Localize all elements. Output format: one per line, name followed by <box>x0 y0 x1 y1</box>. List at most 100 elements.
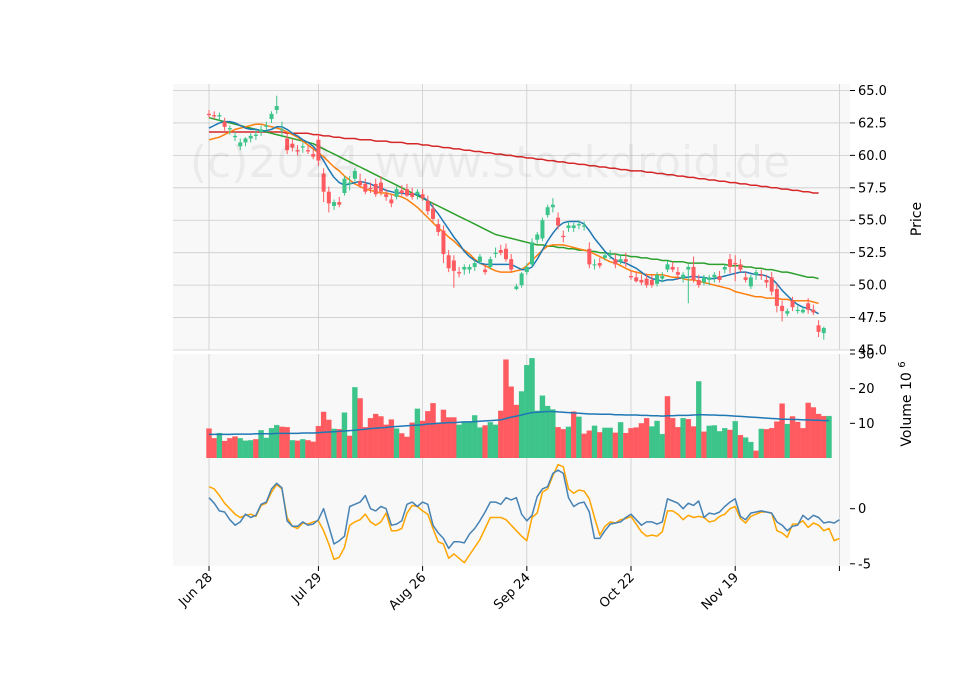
volume-bar <box>300 439 306 459</box>
volume-bar <box>732 421 738 459</box>
volume-bar <box>539 395 546 459</box>
x-tick-label: Sep 24 <box>491 570 534 613</box>
candle-body <box>217 115 222 117</box>
candle-body <box>556 217 561 226</box>
volume-bar <box>310 441 316 459</box>
volume-bar <box>279 426 285 459</box>
volume-bar <box>357 398 363 459</box>
volume-bar <box>211 438 217 459</box>
volume-bar <box>440 409 447 459</box>
candle-body <box>681 274 686 279</box>
candle-body <box>733 263 738 265</box>
candle-body <box>540 220 545 239</box>
candle-body <box>535 234 540 240</box>
x-tick-label: Jul 29 <box>288 570 325 607</box>
volume-bar <box>284 426 290 459</box>
volume-bar <box>498 410 504 459</box>
candle-body <box>420 194 425 199</box>
candle-body <box>816 325 821 332</box>
volume-bar <box>456 424 462 459</box>
volume-bar <box>477 427 483 459</box>
volume-bar <box>336 429 342 459</box>
candle-body <box>462 266 467 270</box>
candle-body <box>514 286 519 290</box>
candle-body <box>524 266 529 273</box>
volume-bar <box>763 429 770 459</box>
candle-body <box>358 181 363 186</box>
candle-body <box>498 250 503 253</box>
candle-body <box>623 259 628 262</box>
candle-body <box>597 263 602 266</box>
candle-body <box>769 277 774 292</box>
volume-bar <box>247 440 254 459</box>
candle-body <box>316 139 321 161</box>
volume-bar <box>711 425 718 459</box>
ma-short-line <box>208 120 819 315</box>
candle-body <box>404 189 409 196</box>
volume-bar <box>550 409 556 459</box>
volume-bar <box>706 425 712 459</box>
volume-bar <box>649 426 655 459</box>
volume-axis-label: Volume 10 6 <box>897 361 915 446</box>
volume-bar <box>237 438 244 459</box>
volume-axis-exponent: 6 <box>897 361 908 367</box>
volume-bar <box>508 386 514 459</box>
volume-bar <box>607 427 613 459</box>
volume-bar <box>701 431 707 459</box>
candle-body <box>326 191 331 204</box>
candle-body <box>384 194 389 197</box>
volume-bar <box>727 429 733 459</box>
candle-body <box>352 170 357 179</box>
volume-bar <box>758 428 765 459</box>
candle-body <box>717 276 722 280</box>
volume-bar <box>784 423 791 459</box>
candle-body <box>800 309 805 313</box>
volume-bar <box>289 440 296 459</box>
volume-bar <box>664 396 671 459</box>
volume-bar <box>492 424 499 459</box>
volume-ytick-label: 30 <box>858 348 875 363</box>
price-ytick-label: 52.5 <box>858 246 887 261</box>
volume-bar <box>669 417 676 459</box>
volume-ytick-label: 20 <box>858 382 875 397</box>
candle-body <box>243 138 248 143</box>
candle-body <box>248 135 253 139</box>
volume-bar <box>273 424 280 459</box>
candle-body <box>290 143 295 148</box>
oscillator-ytick-label: 0 <box>858 502 866 517</box>
candle-body <box>394 189 399 197</box>
volume-bar <box>414 408 421 459</box>
volume-bar <box>503 359 509 459</box>
volume-bar <box>388 419 395 459</box>
candle-body <box>274 106 279 110</box>
volume-bar <box>774 421 780 459</box>
candle-body <box>608 253 613 256</box>
candle-body <box>399 190 404 193</box>
volume-bar <box>383 424 389 459</box>
candle-body <box>618 259 623 262</box>
price-ytick-label: 57.5 <box>858 181 887 196</box>
candle-body <box>321 173 326 192</box>
ma-long-line <box>208 116 819 280</box>
volume-bar <box>378 416 384 459</box>
candle-body <box>660 276 665 279</box>
candle-body <box>342 178 347 193</box>
volume-bar <box>742 437 749 459</box>
price-ytick-label: 45.0 <box>858 344 887 359</box>
volume-bar <box>399 433 405 459</box>
volume-bar <box>821 415 827 459</box>
candle-body <box>373 183 378 195</box>
candle-body <box>488 259 493 267</box>
candle-body <box>212 115 217 117</box>
price-ytick-label: 47.5 <box>858 311 887 326</box>
candle-body <box>519 273 524 286</box>
oscillator-panel: -5 0 <box>173 458 871 572</box>
candle-body <box>509 259 514 270</box>
candle-body <box>764 279 769 283</box>
volume-bar <box>597 432 603 459</box>
candle-body <box>806 303 811 310</box>
candle-body <box>707 277 712 280</box>
volume-bar <box>628 428 634 459</box>
volume-bar <box>253 439 259 459</box>
